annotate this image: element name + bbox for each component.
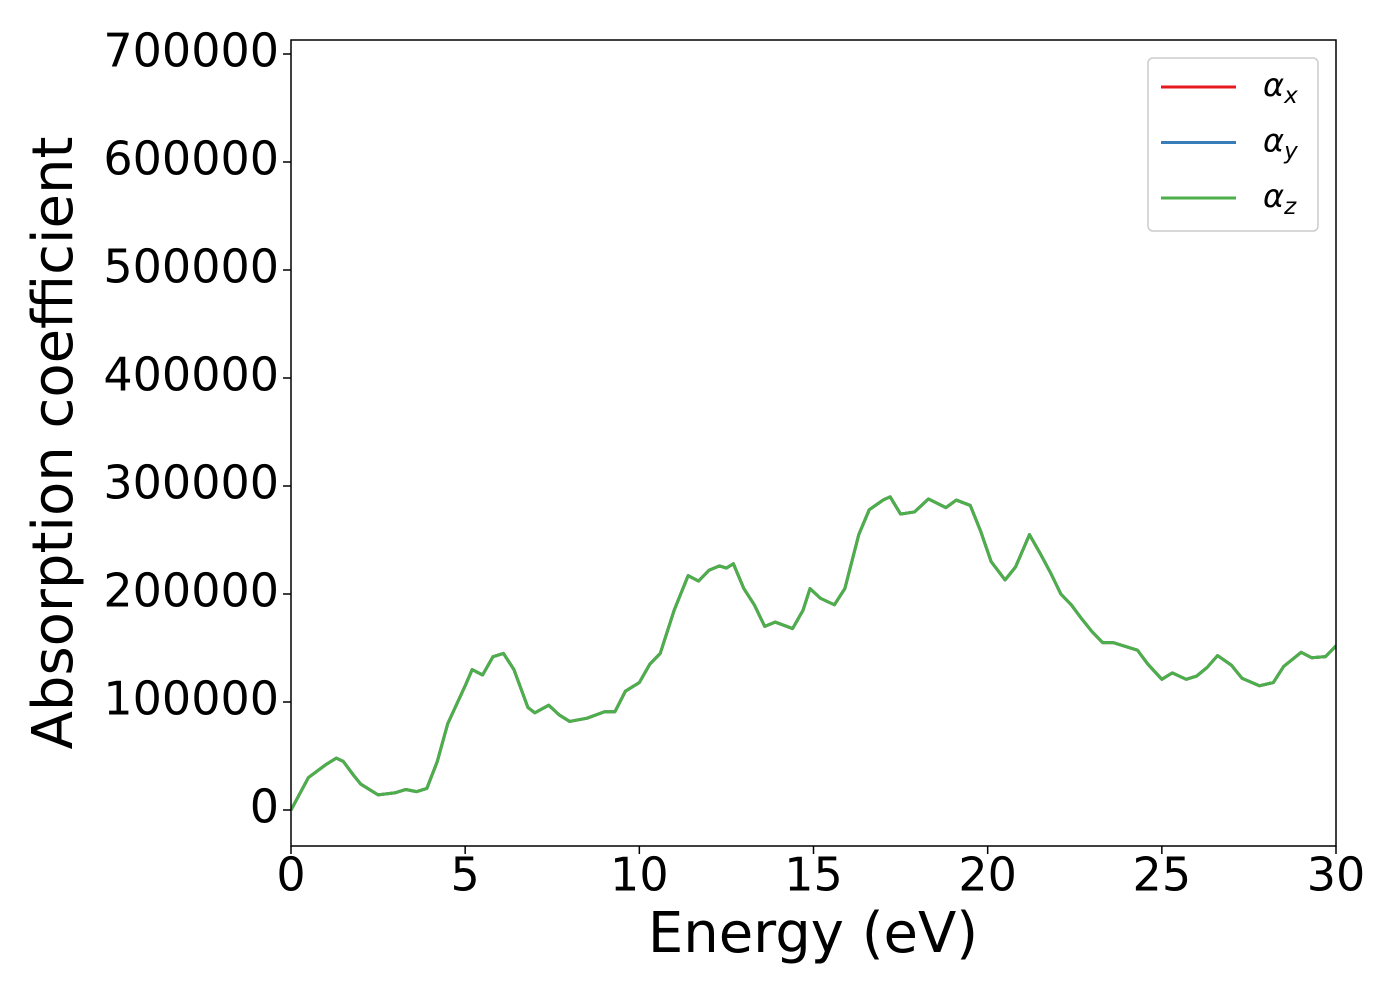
x-tick-label: 15 — [784, 848, 843, 902]
y-tick-label: 500000 — [103, 240, 279, 294]
legend-label: αy — [1263, 122, 1298, 165]
y-tick-label: 700000 — [103, 24, 279, 78]
y-tick-label: 400000 — [103, 348, 279, 402]
y-tick-label: 0 — [250, 780, 279, 834]
x-axis-label: Energy (eV) — [648, 901, 978, 966]
x-tick-label: 25 — [1133, 848, 1192, 902]
legend-box — [1147, 57, 1319, 232]
x-tick-label: 20 — [958, 848, 1017, 902]
plot-frame — [290, 39, 1337, 847]
x-tick-label: 30 — [1307, 848, 1366, 902]
y-tick-label: 200000 — [103, 564, 279, 618]
data-line — [291, 495, 1336, 811]
data-line — [291, 495, 1336, 811]
y-tick-label: 100000 — [103, 672, 279, 726]
x-tick-label: 5 — [451, 848, 480, 902]
y-tick-label: 600000 — [103, 132, 279, 186]
legend-label: αz — [1263, 177, 1297, 220]
plot — [291, 495, 1336, 811]
data-line — [291, 495, 1336, 811]
x-tick-label: 0 — [276, 848, 305, 902]
legend-label: αx — [1263, 66, 1298, 109]
x-tick-label: 10 — [610, 848, 669, 902]
y-axis-label: Absorption coefficient — [21, 137, 86, 750]
y-tick-label: 300000 — [103, 456, 279, 510]
